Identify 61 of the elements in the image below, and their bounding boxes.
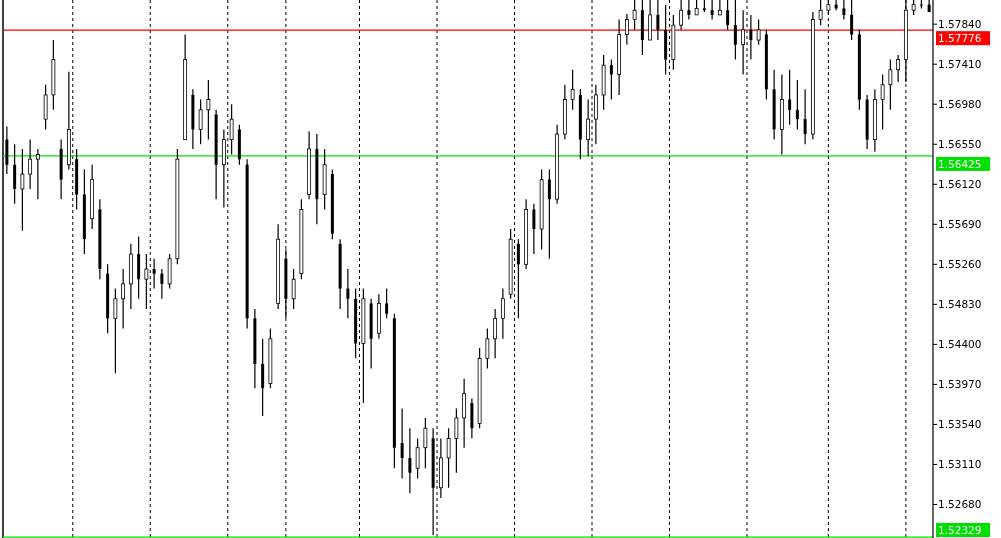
candlestick [291,268,296,310]
candlestick [788,69,792,126]
candlestick [656,0,660,41]
candlestick [415,437,420,480]
y-tick-label: 1.54830 [938,298,982,311]
candlestick [28,139,33,190]
candlestick [803,88,807,145]
ref-line-label: 1.56425 [938,157,982,170]
candlestick [152,258,156,290]
candlestick [206,79,211,141]
y-tick-label: 1.53540 [938,418,982,431]
candlestick [547,168,551,260]
candlestick [842,0,846,21]
candlestick [632,0,637,31]
candlestick [624,13,629,46]
ref-line-label: 1.57776 [938,31,982,44]
y-tick-label: 1.56980 [938,97,982,110]
candlestick [20,148,25,232]
candlestick [888,58,893,111]
y-tick-label: 1.56550 [938,137,982,150]
candlestick [35,148,40,200]
ref-line-label: 1.52329 [938,523,982,536]
candlestick [160,268,164,300]
y-tick-label: 1.55690 [938,218,982,230]
candlestick [710,0,714,21]
candlestick [198,99,203,145]
candlestick [687,0,691,21]
candlestick [493,308,498,359]
candlestick [408,427,412,494]
candlestick [896,54,901,83]
candlestick [532,203,536,255]
candlestick [113,287,118,374]
candlestick [756,18,761,46]
candlestick [485,327,490,370]
candlestick [446,427,451,489]
candlestick [818,0,823,26]
y-tick-label: 1.53110 [938,458,982,471]
candlestick [385,287,389,319]
y-tick-label: 1.55260 [938,258,982,271]
candlestick [423,417,428,469]
candlestick [679,0,684,31]
candlestick [516,238,520,319]
candlestick [609,58,613,101]
candlestick [726,0,730,31]
candlestick [795,79,799,130]
y-tick-label: 1.57410 [938,57,982,70]
candlestick [733,0,737,61]
candlestick [500,287,505,340]
candlestick [454,408,459,474]
candlestick [346,268,350,319]
candlestick [850,0,854,41]
y-tick-label: 1.57840 [938,17,982,30]
y-tick-label: 1.54400 [938,338,982,351]
candlestick [717,0,722,16]
candlestick [880,73,885,130]
y-tick-label: 1.56120 [938,177,982,190]
y-tick-label: 1.52680 [938,498,982,511]
candlestick [121,268,126,330]
candlestick [570,69,575,111]
candlestick [400,408,404,480]
y-tick-label: 1.53970 [938,378,982,391]
